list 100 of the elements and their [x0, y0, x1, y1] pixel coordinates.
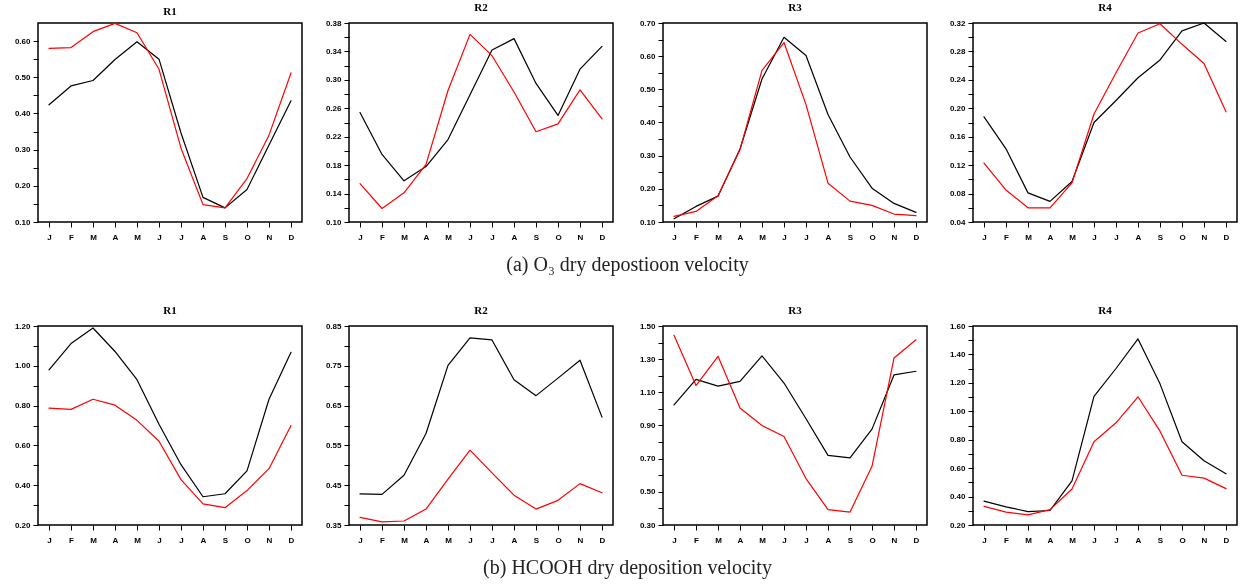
x-tick-label: M	[134, 232, 142, 242]
x-tick-label: F	[694, 232, 700, 242]
x-tick-label: M	[445, 535, 453, 545]
chart-title: R2	[474, 1, 489, 13]
x-tick-label: F	[69, 535, 75, 545]
y-tick-label: 0.40	[949, 492, 967, 502]
y-tick-label: 0.75	[325, 361, 343, 371]
x-tick-label: J	[1114, 535, 1119, 545]
x-tick-label: J	[1092, 535, 1097, 545]
x-tick-label: J	[490, 232, 495, 242]
x-tick-label: J	[490, 535, 495, 545]
y-tick-label: 1.00	[949, 406, 967, 416]
y-tick-label: 0.55	[325, 440, 343, 450]
x-tick-label: O	[244, 232, 251, 242]
y-tick-label: 0.60	[639, 51, 657, 61]
y-tick-label: 1.20	[14, 321, 32, 331]
x-tick-label: S	[1157, 232, 1164, 242]
chart-title: R3	[788, 304, 803, 316]
x-tick-label: A	[737, 232, 744, 242]
x-tick-label: M	[1025, 535, 1033, 545]
y-tick-label: 0.40	[639, 118, 657, 127]
x-tick-label: S	[847, 535, 854, 545]
y-tick-label: 0.18	[325, 160, 343, 170]
y-tick-label: 0.60	[949, 463, 967, 473]
x-tick-label: O	[244, 535, 251, 545]
y-tick-label: 0.70	[639, 454, 657, 464]
y-tick-label: 0.30	[639, 520, 657, 530]
x-tick-label: D	[288, 232, 295, 242]
x-tick-label: J	[672, 535, 677, 545]
line-series	[673, 355, 917, 459]
y-tick-label: 0.12	[949, 160, 967, 170]
x-tick-label: M	[1025, 232, 1033, 242]
x-tick-label: A	[511, 535, 518, 545]
x-tick-label: S	[533, 232, 540, 242]
y-tick-label: 0.30	[325, 75, 343, 85]
x-tick-label: A	[200, 535, 207, 545]
x-tick-label: J	[179, 535, 184, 545]
y-tick-label: 0.04	[949, 217, 967, 227]
line-series	[359, 38, 603, 182]
x-tick-label: F	[694, 535, 700, 545]
y-tick-label: 0.38	[325, 18, 343, 28]
x-tick-label: D	[288, 535, 295, 545]
y-tick-label: 0.60	[14, 36, 32, 46]
chart-title: R1	[163, 304, 177, 316]
y-tick-label: 0.90	[639, 421, 657, 430]
x-tick-label: M	[715, 232, 723, 242]
x-tick-label: F	[380, 232, 386, 242]
y-tick-label: 0.10	[325, 217, 343, 227]
x-tick-label: D	[599, 232, 606, 242]
x-tick-label: S	[847, 232, 854, 242]
y-tick-label: 0.32	[949, 18, 967, 28]
y-tick-label: 0.20	[949, 103, 967, 113]
y-tick-label: 0.30	[639, 151, 657, 161]
x-tick-label: M	[445, 232, 453, 242]
text: (a) O₃ dry depostioon velocity	[505, 253, 750, 276]
y-tick-label: 0.40	[14, 480, 32, 490]
y-tick-label: 0.50	[639, 84, 657, 94]
x-tick-label: J	[1092, 232, 1097, 242]
y-tick-label: 0.65	[325, 401, 343, 411]
x-tick-label: N	[266, 232, 273, 242]
x-tick-label: J	[468, 535, 473, 545]
y-tick-label: 0.20	[949, 520, 967, 530]
y-tick-label: 0.70	[639, 18, 657, 28]
y-tick-label: 0.50	[639, 487, 657, 497]
y-tick-label: 0.14	[325, 189, 343, 199]
x-tick-label: O	[869, 535, 876, 545]
x-tick-label: O	[1179, 535, 1186, 545]
x-tick-label: O	[555, 232, 562, 242]
x-tick-label: N	[891, 232, 898, 242]
chart-title: R4	[1098, 304, 1113, 316]
x-tick-label: A	[200, 232, 207, 242]
x-tick-label: J	[982, 535, 987, 545]
x-tick-label: D	[913, 232, 920, 242]
x-tick-label: J	[47, 232, 52, 242]
x-tick-label: A	[1135, 535, 1142, 545]
y-tick-label: 0.45	[325, 480, 343, 490]
y-tick-label: 0.50	[14, 72, 32, 82]
x-tick-label: A	[737, 535, 744, 545]
x-tick-label: M	[759, 232, 767, 242]
y-tick-label: 0.20	[14, 520, 32, 530]
x-tick-label: D	[1223, 232, 1230, 242]
y-tick-label: 0.40	[14, 108, 32, 118]
y-tick-label: 0.35	[325, 520, 343, 530]
y-tick-label: 0.34	[325, 46, 343, 56]
x-tick-label: S	[222, 535, 229, 545]
chart-title: R2	[474, 304, 489, 316]
y-tick-label: 0.80	[14, 401, 32, 411]
line-series	[983, 396, 1227, 516]
y-tick-label: 1.30	[639, 354, 657, 364]
x-tick-label: A	[1047, 232, 1054, 242]
x-tick-label: J	[358, 535, 363, 545]
line-series	[983, 338, 1227, 513]
x-tick-label: F	[1004, 535, 1010, 545]
y-tick-label: 1.00	[14, 361, 32, 371]
x-tick-label: A	[1047, 535, 1054, 545]
x-tick-label: J	[358, 232, 363, 242]
x-tick-label: N	[577, 232, 584, 242]
y-tick-label: 0.10	[639, 217, 657, 227]
x-tick-label: A	[423, 232, 430, 242]
x-tick-label: J	[782, 232, 787, 242]
